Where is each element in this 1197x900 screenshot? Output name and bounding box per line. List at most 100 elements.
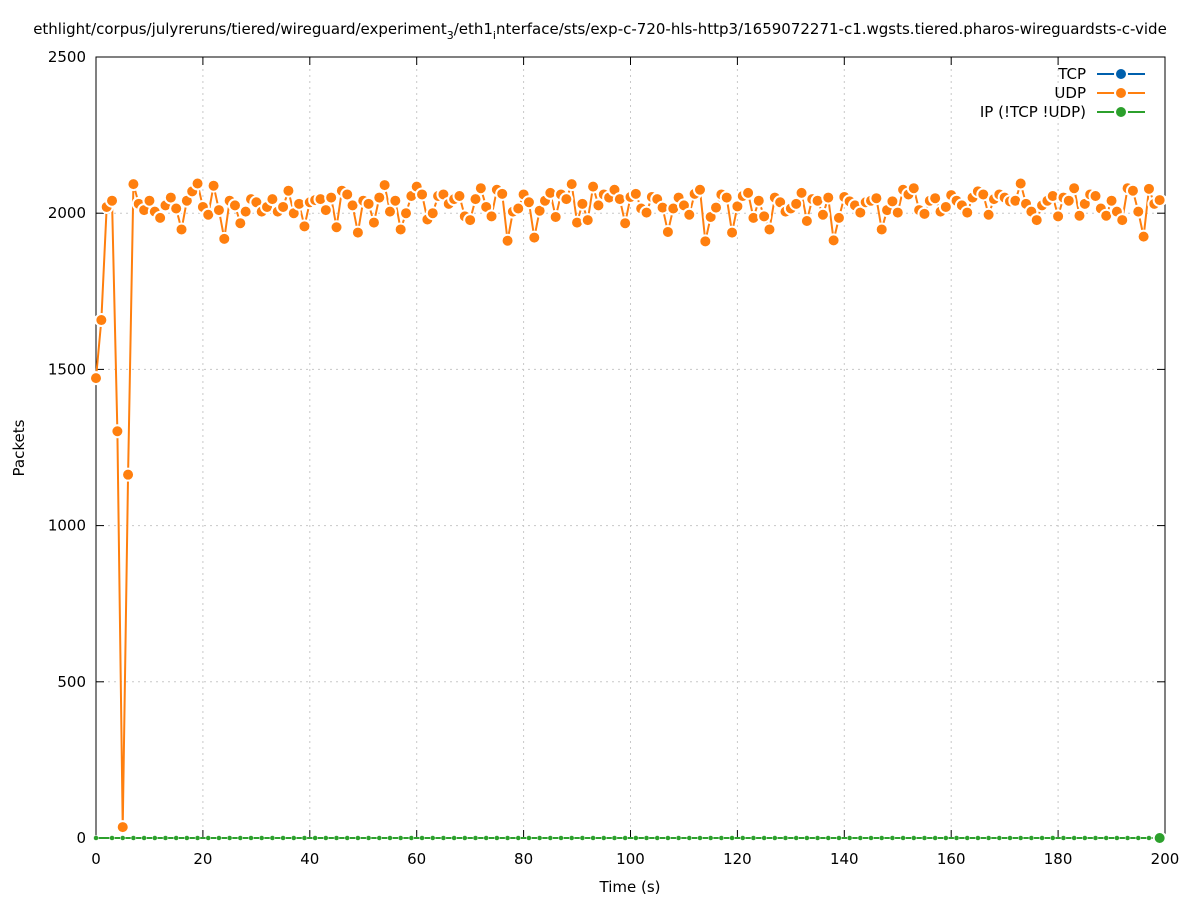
data-point [1104, 193, 1119, 208]
x-axis-label: Time (s) [599, 878, 661, 896]
data-point [387, 835, 393, 841]
data-point [162, 835, 169, 841]
x-tick-label: 0 [91, 850, 101, 868]
data-point [163, 190, 178, 205]
data-point [152, 835, 158, 841]
data-point [874, 222, 889, 237]
x-tick-label: 60 [407, 850, 426, 868]
data-point [323, 835, 329, 841]
data-point [297, 219, 312, 234]
data-point [579, 835, 586, 841]
data-point [511, 201, 526, 216]
data-point [741, 185, 756, 200]
data-point [211, 203, 226, 218]
data-point [633, 835, 639, 841]
data-point [921, 835, 928, 841]
data-point [399, 206, 414, 221]
data-point [350, 225, 365, 240]
data-point [419, 835, 425, 841]
data-point [794, 185, 809, 200]
data-point [675, 835, 682, 841]
x-tick-label: 100 [616, 850, 645, 868]
legend-marker [1114, 67, 1128, 81]
data-point [109, 835, 115, 841]
data-point [141, 835, 147, 841]
series-1 [89, 176, 1167, 835]
data-point [121, 467, 136, 482]
data-point [751, 193, 766, 208]
data-point [276, 199, 291, 214]
x-tick-label: 80 [514, 850, 533, 868]
legend-label: TCP [1057, 65, 1086, 83]
data-point [301, 835, 308, 841]
data-point [547, 835, 554, 841]
data-point [618, 216, 633, 231]
legend-label: IP (!TCP !UDP) [980, 103, 1086, 121]
data-point [205, 835, 211, 841]
data-point [190, 176, 205, 191]
y-tick-label: 0 [76, 829, 86, 847]
data-point [473, 181, 488, 196]
data-point [975, 835, 981, 841]
data-point [885, 194, 900, 209]
data-point [1050, 835, 1056, 841]
data-point [142, 193, 157, 208]
data-point [227, 198, 242, 213]
data-point [682, 207, 697, 222]
data-point [772, 835, 778, 841]
data-point [377, 178, 392, 193]
data-point [372, 190, 387, 205]
x-tick-label: 40 [300, 850, 319, 868]
data-point [415, 187, 430, 202]
data-point [173, 835, 179, 841]
data-point [388, 193, 403, 208]
data-point [281, 183, 296, 198]
data-point [943, 835, 949, 841]
x-tick-label: 180 [1044, 850, 1073, 868]
x-tick-label: 160 [937, 850, 966, 868]
x-tick-label: 20 [193, 850, 212, 868]
data-point [329, 220, 344, 235]
data-point [846, 835, 853, 841]
data-point [692, 182, 707, 197]
data-point [906, 181, 921, 196]
data-point [1152, 831, 1167, 845]
data-point [1088, 189, 1103, 204]
data-point [312, 835, 318, 841]
grid [96, 57, 1165, 838]
data-point [564, 177, 579, 192]
data-point [1039, 835, 1045, 841]
data-point [110, 424, 125, 439]
data-point [900, 835, 906, 841]
data-point [408, 835, 415, 841]
data-point [217, 231, 232, 246]
data-point [825, 835, 832, 841]
data-point [169, 201, 184, 216]
data-point [494, 835, 500, 841]
chart-title-part: ethlight/corpus/julyreruns/tiered/wiregu… [33, 20, 447, 38]
data-point [1124, 835, 1131, 841]
data-point [1152, 193, 1167, 208]
data-point [216, 835, 222, 841]
data-point [590, 835, 596, 841]
data-point [953, 835, 960, 841]
data-point [527, 230, 542, 245]
data-point [815, 207, 830, 222]
data-point [1013, 176, 1028, 191]
data-point [238, 204, 253, 219]
data-point [869, 191, 884, 206]
data-point [280, 835, 286, 841]
data-point [985, 835, 992, 841]
data-point [601, 835, 607, 841]
data-point [996, 835, 1003, 841]
data-point [1135, 835, 1142, 841]
tick-labels: 0 20 40 60 80 100 120 140 160 180 2000500100015002… [48, 48, 1180, 868]
data-point [707, 835, 714, 841]
data-point [857, 835, 864, 841]
legend-label: UDP [1054, 84, 1086, 102]
data-point [153, 210, 168, 225]
data-point [333, 835, 340, 841]
data-point [468, 192, 483, 207]
data-point [1072, 208, 1087, 223]
